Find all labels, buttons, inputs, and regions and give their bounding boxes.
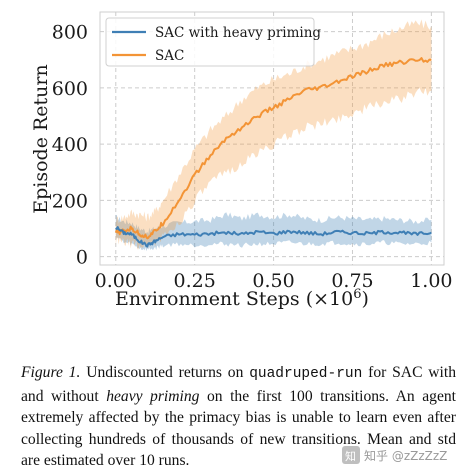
std-band-sac-heavy-priming [115, 212, 432, 252]
x-tick-label: 0.25 [174, 270, 216, 292]
chart-svg: 0.00 0.25 0.50 0.75 1.00 0 200 400 600 800 Envir… [30, 11, 453, 310]
caption-text-1: Undiscounted returns on [80, 364, 250, 381]
watermark: 知 知乎 @zZzZzZ [342, 443, 462, 467]
x-axis-label: Environment Steps (×106) [115, 287, 369, 310]
y-tick-label: 0 [76, 247, 88, 269]
watermark-text: 知乎 @zZzZzZ [364, 449, 447, 463]
zhihu-logo-icon: 知 知乎 @zZzZzZ [342, 446, 447, 464]
y-tick-labels: 0 200 400 600 800 [52, 22, 88, 269]
x-tick-label: 0.75 [331, 270, 373, 292]
x-tick-label: 0.50 [252, 270, 294, 292]
x-tick-label: 1.00 [410, 270, 452, 292]
figure-caption: Figure 1. Undiscounted returns on quadru… [21, 362, 456, 472]
caption-emphasis: heavy priming [106, 387, 200, 405]
mean-line-sac [114, 57, 432, 240]
caption-text-2: for SAC with and without [21, 364, 457, 405]
y-tick-label: 200 [52, 190, 88, 212]
figure-chart: 0.00 0.25 0.50 0.75 1.00 0 200 400 600 800 Envir… [30, 11, 453, 310]
svg-text:知: 知 [345, 449, 356, 463]
y-tick-label: 800 [52, 22, 88, 44]
x-tick-label: 0.00 [95, 270, 137, 292]
caption-text-3: on the first 100 transitions. An agent e… [21, 387, 456, 470]
mean-line-sac-heavy-priming [115, 226, 432, 248]
legend-label-sac: SAC [155, 48, 184, 64]
mean-lines [114, 57, 432, 248]
legend: SAC with heavy priming SAC [105, 17, 321, 67]
x-tick-labels: 0.00 0.25 0.50 0.75 1.00 [95, 270, 453, 292]
caption-env-name: quadruped-run [249, 366, 363, 382]
legend-label-sac-heavy-priming: SAC with heavy priming [155, 25, 321, 41]
legend-box [105, 17, 315, 67]
y-axis-label: Episode Return [30, 64, 52, 214]
y-tick-label: 400 [52, 134, 88, 156]
y-tick-label: 600 [52, 78, 88, 100]
caption-label: Figure 1. [21, 364, 81, 381]
